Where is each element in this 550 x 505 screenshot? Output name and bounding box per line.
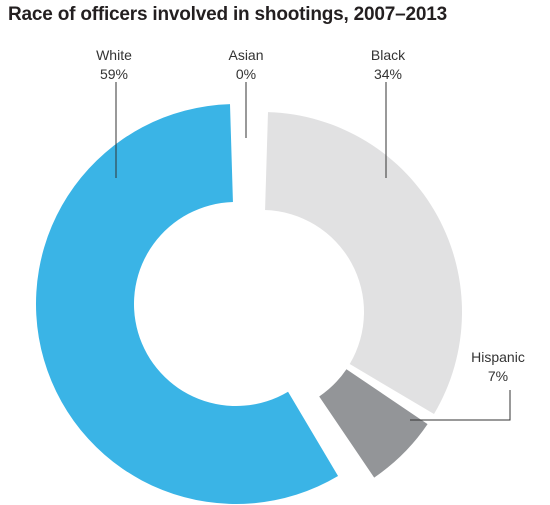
label-white: White [96,47,132,63]
slice-black [265,112,463,415]
label-black: Black [371,47,406,63]
value-label-black: 34% [374,66,402,82]
value-label-hispanic: 7% [488,368,508,384]
slice-hispanic [319,369,428,478]
label-asian: Asian [228,47,263,63]
value-label-asian: 0% [236,66,256,82]
chart-title: Race of officers involved in shootings, … [8,4,447,25]
value-label-white: 59% [100,66,128,82]
slice-white [36,104,339,504]
leader-line-hispanic [410,390,511,421]
label-hispanic: Hispanic [471,349,525,365]
